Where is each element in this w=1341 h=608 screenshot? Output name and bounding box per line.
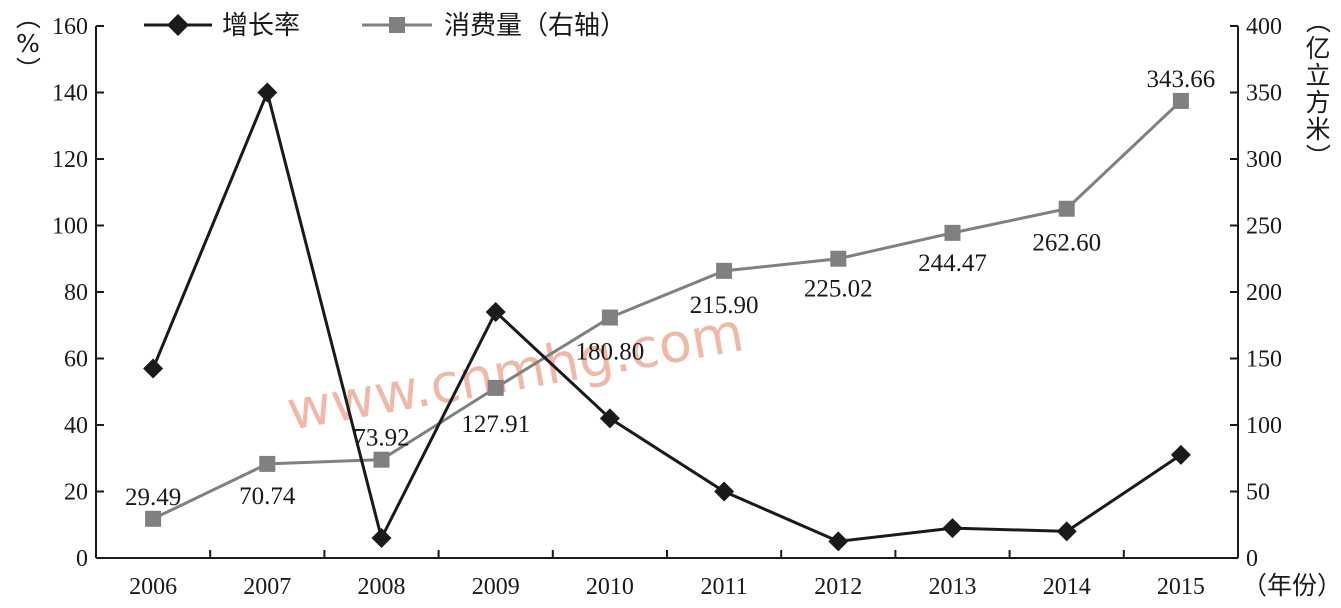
left-y-tick-label: 80 (64, 280, 88, 306)
point-consumption-2013 (944, 224, 961, 241)
point-growth-rate-2010 (599, 408, 620, 429)
x-tick-label: 2008 (358, 574, 406, 600)
data-label-consumption-2013: 244.47 (918, 250, 987, 277)
point-consumption-2011 (716, 262, 733, 279)
right-y-tick-label: 300 (1246, 147, 1282, 173)
point-consumption-2007 (259, 455, 276, 472)
point-growth-rate-2015 (1170, 444, 1191, 465)
right-y-tick-label: 150 (1246, 347, 1282, 373)
legend-label-consumption: 消费量（右轴） (444, 11, 626, 41)
data-label-consumption-2012: 225.02 (804, 276, 873, 303)
left-y-axis-title-char: % (16, 29, 40, 58)
data-label-consumption-2009: 127.91 (461, 411, 530, 438)
x-tick-label: 2009 (472, 574, 520, 600)
point-growth-rate-2014 (1056, 521, 1077, 542)
data-label-consumption-2014: 262.60 (1032, 230, 1101, 257)
x-tick-label: 2014 (1043, 574, 1091, 600)
x-tick-label: 2012 (814, 574, 862, 600)
left-y-tick-label: 100 (52, 214, 88, 240)
right-y-axis-title-char: 方 (1305, 88, 1330, 117)
left-y-tick-label: 160 (52, 14, 88, 40)
point-consumption-2009 (487, 379, 504, 396)
left-y-axis-title-char: （ (13, 4, 42, 29)
point-consumption-2014 (1058, 200, 1075, 217)
right-y-axis-title-char: （ (1303, 8, 1332, 33)
right-y-tick-label: 350 (1246, 81, 1282, 107)
right-y-tick-label: 50 (1246, 480, 1270, 506)
left-y-axis-title-char: ） (13, 56, 42, 81)
right-y-axis-title-char: ） (1303, 143, 1332, 168)
data-label-consumption-2008: 73.92 (353, 425, 409, 452)
point-growth-rate-2012 (828, 531, 849, 552)
right-y-tick-label: 250 (1246, 214, 1282, 240)
point-consumption-2010 (601, 309, 618, 326)
left-y-tick-label: 60 (64, 347, 88, 373)
right-y-tick-label: 400 (1246, 14, 1282, 40)
x-tick-label: 2006 (129, 574, 177, 600)
x-tick-label: 2011 (701, 574, 748, 600)
x-tick-label: 2007 (243, 574, 291, 600)
point-growth-rate-2006 (143, 358, 164, 379)
point-consumption-2012 (830, 250, 847, 267)
legend-marker-square (389, 17, 405, 33)
left-y-tick-label: 120 (52, 147, 88, 173)
x-axis-unit-label: （年份） (1242, 571, 1341, 600)
point-growth-rate-2009 (485, 301, 506, 322)
right-y-axis-title-char: 亿 (1305, 34, 1330, 63)
data-label-consumption-2011: 215.90 (690, 292, 759, 319)
point-consumption-2006 (145, 510, 162, 527)
point-growth-rate-2013 (942, 518, 963, 539)
legend-marker-diamond (167, 14, 189, 36)
point-consumption-2008 (373, 451, 390, 468)
right-y-tick-label: 200 (1246, 280, 1282, 306)
legend-label-growth-rate: 增长率 (222, 11, 300, 41)
left-y-tick-label: 140 (52, 81, 88, 107)
point-consumption-2015 (1172, 92, 1189, 109)
series-line-growth-rate (151, 87, 1182, 543)
data-label-consumption-2006: 29.49 (125, 484, 181, 511)
series-line-consumption (152, 99, 1182, 521)
point-growth-rate-2007 (257, 82, 278, 103)
right-y-tick-label: 0 (1246, 546, 1258, 572)
x-tick-label: 2010 (586, 574, 634, 600)
right-y-tick-label: 100 (1246, 413, 1282, 439)
data-label-consumption-2010: 180.80 (576, 339, 645, 366)
x-tick-label: 2015 (1157, 574, 1205, 600)
left-y-tick-label: 20 (64, 480, 88, 506)
left-y-tick-label: 0 (76, 546, 88, 572)
left-y-axis-title: （%） (13, 4, 42, 81)
right-y-axis-title-char: 立 (1305, 61, 1330, 90)
data-label-consumption-2007: 70.74 (239, 483, 296, 510)
x-tick-label: 2013 (929, 574, 977, 600)
point-growth-rate-2011 (714, 481, 735, 502)
data-label-consumption-2015: 343.66 (1147, 66, 1216, 93)
left-y-tick-label: 40 (64, 413, 88, 439)
right-y-axis-title-char: 米 (1305, 115, 1330, 144)
point-growth-rate-2008 (371, 528, 392, 549)
